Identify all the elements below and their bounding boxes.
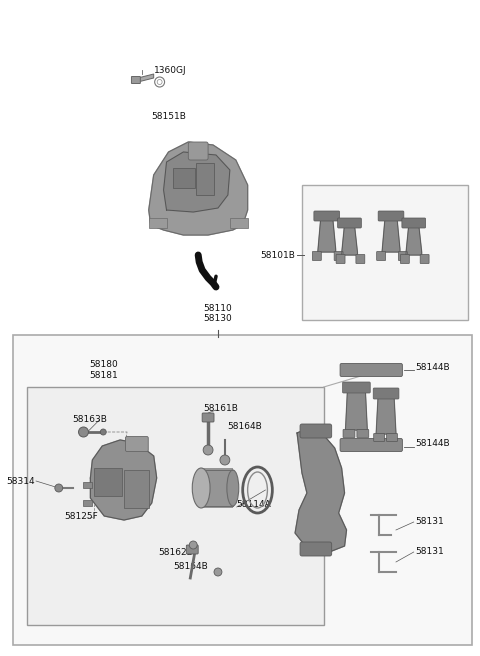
- FancyBboxPatch shape: [300, 424, 332, 438]
- Polygon shape: [376, 396, 396, 434]
- FancyBboxPatch shape: [377, 251, 385, 260]
- Bar: [83, 482, 92, 488]
- FancyBboxPatch shape: [125, 436, 148, 451]
- Circle shape: [220, 455, 230, 465]
- Bar: [13, 335, 472, 645]
- Bar: [124, 470, 149, 508]
- Text: 58112: 58112: [199, 470, 228, 479]
- Bar: [83, 500, 92, 506]
- Text: 58110: 58110: [204, 304, 232, 313]
- FancyBboxPatch shape: [374, 434, 384, 441]
- FancyBboxPatch shape: [343, 382, 370, 393]
- Text: 58101B: 58101B: [260, 251, 295, 260]
- FancyBboxPatch shape: [340, 363, 402, 377]
- Text: 58164B: 58164B: [173, 562, 208, 571]
- Text: 58144B: 58144B: [416, 438, 450, 447]
- Text: 58314: 58314: [6, 476, 35, 485]
- Bar: [201, 468, 233, 508]
- Circle shape: [214, 568, 222, 576]
- Polygon shape: [149, 142, 248, 235]
- Text: 58161B: 58161B: [203, 404, 238, 413]
- FancyBboxPatch shape: [356, 255, 365, 264]
- FancyBboxPatch shape: [340, 438, 402, 451]
- Bar: [173, 168, 195, 188]
- Polygon shape: [342, 225, 358, 255]
- FancyBboxPatch shape: [400, 255, 409, 264]
- FancyBboxPatch shape: [202, 413, 214, 422]
- Bar: [302, 185, 468, 320]
- FancyBboxPatch shape: [386, 434, 397, 441]
- Polygon shape: [164, 152, 230, 212]
- Polygon shape: [138, 74, 154, 82]
- FancyBboxPatch shape: [312, 251, 321, 260]
- Polygon shape: [346, 390, 367, 430]
- Text: 58151B: 58151B: [152, 112, 187, 121]
- Polygon shape: [90, 440, 156, 520]
- FancyBboxPatch shape: [300, 542, 332, 556]
- Text: 58131: 58131: [416, 548, 444, 556]
- FancyBboxPatch shape: [336, 255, 345, 264]
- FancyBboxPatch shape: [378, 211, 404, 221]
- Ellipse shape: [192, 468, 210, 508]
- FancyBboxPatch shape: [357, 430, 369, 438]
- Bar: [196, 163, 214, 195]
- Polygon shape: [406, 225, 421, 255]
- Text: 58125F: 58125F: [65, 512, 98, 521]
- Circle shape: [203, 445, 213, 455]
- FancyBboxPatch shape: [373, 388, 399, 399]
- Bar: [95, 468, 122, 496]
- Bar: [230, 218, 248, 228]
- FancyBboxPatch shape: [314, 211, 339, 221]
- FancyBboxPatch shape: [343, 430, 355, 438]
- Circle shape: [100, 429, 106, 435]
- Text: 58131: 58131: [416, 518, 444, 527]
- Polygon shape: [295, 428, 347, 553]
- Ellipse shape: [227, 470, 239, 506]
- Bar: [27, 387, 324, 625]
- FancyBboxPatch shape: [334, 251, 343, 260]
- Text: 58144B: 58144B: [416, 363, 450, 373]
- FancyBboxPatch shape: [398, 251, 408, 260]
- Text: 58114A: 58114A: [237, 500, 272, 509]
- Polygon shape: [382, 218, 400, 252]
- Text: 58180: 58180: [89, 360, 118, 369]
- FancyBboxPatch shape: [420, 255, 429, 264]
- Text: 58162B: 58162B: [158, 548, 193, 557]
- Bar: [149, 218, 167, 228]
- Text: 1360GJ: 1360GJ: [154, 66, 186, 75]
- FancyBboxPatch shape: [186, 545, 198, 554]
- FancyBboxPatch shape: [402, 218, 426, 228]
- Text: 58164B: 58164B: [227, 422, 262, 431]
- Polygon shape: [318, 218, 336, 252]
- Circle shape: [189, 541, 197, 549]
- Circle shape: [79, 427, 88, 437]
- Text: 58130: 58130: [204, 314, 232, 323]
- FancyBboxPatch shape: [188, 142, 208, 160]
- Text: 58163B: 58163B: [72, 415, 108, 424]
- FancyBboxPatch shape: [132, 77, 140, 83]
- Text: 58181: 58181: [89, 371, 118, 380]
- Circle shape: [55, 484, 63, 492]
- FancyBboxPatch shape: [337, 218, 361, 228]
